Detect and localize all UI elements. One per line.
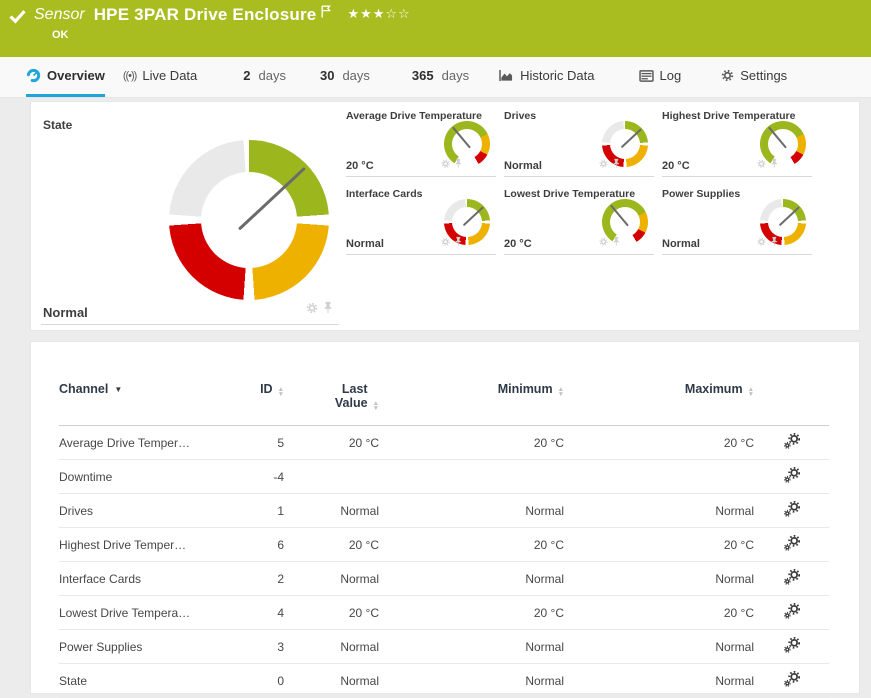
gauge-tile-highest-drive-temperature[interactable]: Highest Drive Temperature 20 °C (662, 110, 812, 177)
table-row: Lowest Drive Tempera… 4 20 °C 20 °C 20 °… (59, 595, 829, 630)
column-header-last-value[interactable]: Last Value ▲ ▼ (284, 382, 379, 426)
gauge-needle (620, 128, 642, 149)
gauge-needle (237, 166, 306, 231)
pin-icon[interactable] (770, 157, 778, 172)
edit-channel-icon[interactable] (784, 569, 800, 585)
channel-table-panel: Channel ▼ ID ▲ ▼ Last Value ▲ ▼ Minimum ▲ ▼ Max… (30, 341, 860, 698)
edit-channel-icon[interactable] (784, 637, 800, 653)
table-row: Interface Cards 2 Normal Normal Normal (59, 561, 829, 596)
table-row: Highest Drive Temper… 6 20 °C 20 °C 20 °… (59, 527, 829, 562)
sort-icon: ▲ ▼ (557, 386, 564, 398)
table-row: Drives 1 Normal Normal Normal (59, 493, 829, 528)
sort-icon: ▲ ▼ (747, 386, 754, 398)
temperature-gauge (444, 121, 490, 167)
historic-chart-icon (499, 69, 514, 82)
table-header-row: Channel ▼ ID ▲ ▼ Last Value ▲ ▼ Minimum ▲ ▼ Max… (59, 382, 829, 426)
tab-log[interactable]: Log (639, 57, 681, 97)
gauge-needle (778, 206, 800, 227)
column-header-actions (754, 382, 829, 426)
table-row: State 0 Normal Normal Normal (59, 663, 829, 698)
object-kind-label: Sensor (34, 6, 85, 23)
tab-live-data[interactable]: ((•)) Live Data (122, 68, 198, 83)
gauge-value: 20 °C (504, 238, 532, 250)
edit-channel-icon[interactable] (784, 433, 800, 449)
tab-365-days[interactable]: 365 days (411, 68, 470, 83)
column-header-minimum[interactable]: Minimum ▲ ▼ (379, 382, 564, 426)
gauge-needle (462, 206, 484, 227)
gauge-value: 20 °C (662, 160, 690, 172)
temperature-gauge (760, 121, 806, 167)
gauge-tile-power-supplies[interactable]: Power Supplies Normal (662, 188, 812, 255)
edit-channel-icon[interactable] (784, 671, 800, 687)
gear-icon[interactable] (441, 157, 450, 172)
gauge-tile-lowest-drive-temperature[interactable]: Lowest Drive Temperature 20 °C (504, 188, 654, 255)
gear-icon[interactable] (306, 301, 318, 319)
tab-30-days[interactable]: 30 days (319, 68, 370, 83)
column-header-id[interactable]: ID ▲ ▼ (229, 382, 284, 426)
gauges-panel: State Normal Average Drive Temperature 2… (30, 101, 860, 331)
sort-icon: ▲ ▼ (372, 400, 379, 412)
edit-channel-icon[interactable] (784, 535, 800, 551)
log-icon (639, 70, 654, 82)
channel-table: Channel ▼ ID ▲ ▼ Last Value ▲ ▼ Minimum ▲ ▼ Max… (59, 382, 829, 698)
sensor-tabbar: Overview ((•)) Live Data 2 days 30 days … (0, 57, 871, 98)
pin-icon[interactable] (612, 235, 620, 250)
sort-icon: ▲ ▼ (277, 386, 284, 398)
gauge-needle (452, 126, 471, 149)
gear-icon[interactable] (441, 235, 450, 250)
gauge-tile-state[interactable]: State Normal (41, 108, 339, 325)
status-gauge (760, 199, 806, 245)
pin-icon[interactable] (612, 157, 620, 172)
live-data-icon: ((•)) (122, 69, 137, 82)
edit-channel-icon[interactable] (784, 467, 800, 483)
status-gauge (602, 121, 648, 167)
gauge-title: State (43, 118, 73, 132)
pin-icon[interactable] (454, 235, 462, 250)
gear-icon[interactable] (599, 235, 608, 250)
state-gauge (169, 140, 329, 300)
gear-icon[interactable] (757, 157, 766, 172)
gauge-tile-interface-cards[interactable]: Interface Cards Normal (346, 188, 496, 255)
pin-icon[interactable] (323, 301, 333, 319)
sensor-status-header: Sensor HPE 3PAR Drive Enclosure ★★★☆☆ OK (0, 0, 871, 57)
column-header-channel[interactable]: Channel ▼ (59, 382, 229, 426)
tab-historic-data[interactable]: Historic Data (499, 57, 595, 97)
gauge-needle (610, 204, 629, 227)
tab-overview[interactable]: Overview (26, 57, 105, 97)
gear-icon (721, 69, 734, 82)
gauge-icon (26, 68, 41, 83)
gauge-tile-average-drive-temperature[interactable]: Average Drive Temperature 20 °C (346, 110, 496, 177)
page-title: HPE 3PAR Drive Enclosure (93, 5, 317, 24)
table-row: Power Supplies 3 Normal Normal Normal (59, 629, 829, 664)
table-row: Downtime -4 (59, 459, 829, 494)
edit-channel-icon[interactable] (784, 603, 800, 619)
gauge-value: 20 °C (346, 160, 374, 172)
gauge-tile-drives[interactable]: Drives Normal (504, 110, 654, 177)
gauge-needle (768, 126, 787, 149)
status-badge: OK (52, 29, 69, 41)
gauge-value: Normal (346, 238, 384, 250)
pin-icon[interactable] (454, 157, 462, 172)
column-header-maximum[interactable]: Maximum ▲ ▼ (564, 382, 754, 426)
gear-icon[interactable] (757, 235, 766, 250)
priority-stars-rating[interactable]: ★★★☆☆ (347, 6, 411, 21)
tab-2-days[interactable]: 2 days (243, 68, 286, 83)
ok-check-icon (9, 9, 26, 29)
gear-icon[interactable] (599, 157, 608, 172)
tab-settings[interactable]: Settings (721, 57, 787, 97)
edit-channel-icon[interactable] (784, 501, 800, 517)
priority-flag-icon[interactable] (321, 5, 331, 23)
gauge-value: Normal (504, 160, 542, 172)
sorted-desc-icon: ▼ (114, 385, 123, 394)
status-gauge (444, 199, 490, 245)
temperature-gauge (602, 199, 648, 245)
pin-icon[interactable] (770, 235, 778, 250)
table-row: Average Drive Temper… 5 20 °C 20 °C 20 °… (59, 425, 829, 460)
gauge-value: Normal (43, 305, 88, 320)
gauge-value: Normal (662, 238, 700, 250)
